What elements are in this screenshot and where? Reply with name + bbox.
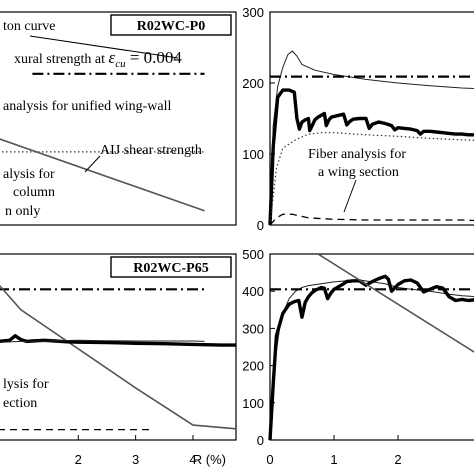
x-tick-label: 0 <box>266 452 273 467</box>
panel-top-right: 0 100 200 300 Fiber analysis for a wing secti… <box>242 5 474 233</box>
series-line-solid-gray <box>317 253 474 353</box>
plot-frame <box>0 11 237 226</box>
series-line-thick <box>268 88 474 226</box>
y-tick-label: 400 <box>242 284 264 299</box>
series-line-thin <box>269 50 474 226</box>
y-tick-label: 100 <box>242 147 264 162</box>
panel-label-box <box>110 14 232 36</box>
panel-label: R02WC-P0 <box>137 19 205 34</box>
y-tick-label: 0 <box>257 218 264 233</box>
series-line-solid-gray <box>0 138 205 212</box>
annotation-skeleton-curve: ton curve <box>3 19 55 34</box>
annotation-wing-section: a wing section <box>318 165 399 180</box>
pointer-arrow <box>84 155 101 173</box>
y-tick-label: 500 <box>242 247 264 262</box>
y-tick-label: 200 <box>242 359 264 374</box>
annotation-fiber-analysis: alysis for <box>3 167 55 182</box>
x-tick-label: 2 <box>394 452 401 467</box>
annotation-aij-shear: AIJ shear strength <box>100 143 202 158</box>
plot-frame <box>269 253 474 441</box>
pointer-arrow <box>29 35 179 59</box>
y-tick-label: 100 <box>242 396 264 411</box>
annotation-column-only: n only <box>5 204 40 219</box>
y-tick-label: 300 <box>242 5 264 20</box>
annotation-fiber-analysis: Fiber analysis for <box>308 147 406 162</box>
pointer-arrow <box>343 179 357 213</box>
series-line-solid-gray <box>0 284 237 430</box>
annotation-unified-wing-wall: analysis for unified wing-wall <box>3 99 171 114</box>
series-line-thin <box>0 339 205 343</box>
series-line-thick <box>0 334 236 347</box>
x-tick-label: 1 <box>330 452 337 467</box>
epsilon-subscript: cu <box>115 58 126 70</box>
x-tick-label: 4 <box>189 452 196 467</box>
plot-frame <box>269 11 474 226</box>
panel-bottom-right: 0 100 200 300 400 500 0 1 2 <box>242 247 474 467</box>
y-tick-label: 0 <box>257 433 264 448</box>
panel-bottom-left: 2 3 4R (%) R02WC-P65 lysis for ection <box>0 253 237 467</box>
y-tick-label: 200 <box>242 76 264 91</box>
annotation-wing-section: ection <box>3 396 37 411</box>
panel-top-left: R02WC-P0 ton curve xural strength at εcu =… <box>0 11 237 226</box>
x-axis-label: R (%) <box>193 452 226 467</box>
annotation-flexural-strength: xural strength at εcu = 0.004 <box>14 48 182 70</box>
x-tick-label: 2 <box>75 452 82 467</box>
series-line-thick <box>268 274 474 441</box>
annotation-column: column <box>13 185 55 200</box>
series-line-dashed <box>269 213 474 226</box>
panel-label-box <box>110 256 232 278</box>
annotation-fiber-analysis: lysis for <box>3 377 49 392</box>
epsilon-symbol: ε <box>108 48 115 67</box>
plot-frame <box>0 253 237 441</box>
y-tick-label: 300 <box>242 321 264 336</box>
panel-label: R02WC-P65 <box>133 261 208 276</box>
x-tick-label: 3 <box>132 452 139 467</box>
